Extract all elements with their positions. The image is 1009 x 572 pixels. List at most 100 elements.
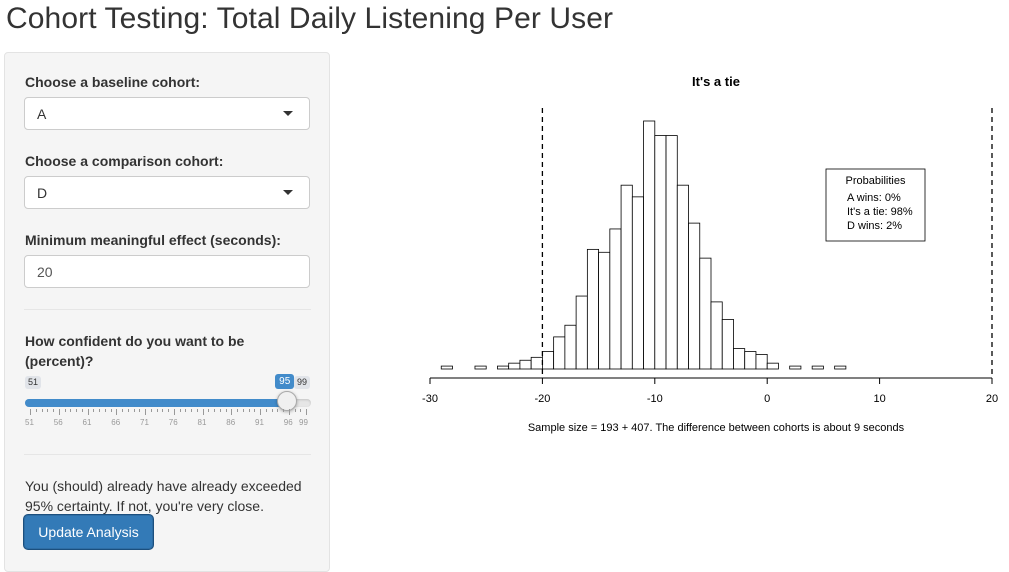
slider-minor-tick <box>265 409 267 412</box>
histogram-bar <box>665 135 678 370</box>
x-tick-label: 10 <box>873 393 885 405</box>
slider-minor-tick <box>277 409 279 412</box>
slider-minor-tick <box>294 409 296 412</box>
slider-minor-tick <box>214 409 215 412</box>
chevron-down-icon <box>283 111 293 116</box>
histogram-bar <box>699 257 712 370</box>
histogram-bar <box>834 365 847 370</box>
histogram-bar <box>744 351 757 370</box>
comparison-cohort-select[interactable]: D <box>24 176 310 209</box>
status-message: You (should) already have already exceed… <box>25 478 302 514</box>
slider-grid-label: 96 <box>283 418 293 427</box>
slider-minor-tick <box>70 409 72 412</box>
x-tick-label: 20 <box>986 393 998 405</box>
slider-minor-tick <box>104 409 106 412</box>
slider-major-tick <box>145 409 146 415</box>
min-effect-label: Minimum meaningful effect (seconds): <box>25 232 281 248</box>
slider-grid-label: 99 <box>299 418 308 427</box>
legend-title: Probabilities <box>846 175 906 187</box>
slider-grid-label: 61 <box>82 418 92 427</box>
page-title: Cohort Testing: Total Daily Listening Pe… <box>6 2 614 35</box>
histogram-bars <box>440 120 847 370</box>
slider-major-tick <box>173 409 175 415</box>
histogram-bar <box>575 295 588 370</box>
histogram-bar <box>721 318 734 370</box>
comparison-cohort-label: Choose a comparison cohort: <box>25 153 224 169</box>
x-tick-label: -20 <box>534 393 550 405</box>
legend: Probabilities A wins: 0% It's a tie: 98% D … <box>825 168 926 242</box>
slider-minor-tick <box>168 409 169 412</box>
update-analysis-button[interactable]: Update Analysis <box>24 515 153 549</box>
slider-min-badge: 51 <box>25 376 42 389</box>
x-tick-label: -30 <box>422 393 438 405</box>
histogram-bar <box>474 365 487 370</box>
slider-minor-tick <box>156 409 158 412</box>
comparison-cohort-value: D <box>37 185 48 201</box>
histogram-bar <box>564 324 577 370</box>
histogram-bar <box>497 365 510 370</box>
slider-minor-tick <box>191 409 192 412</box>
slider-minor-tick <box>133 409 135 412</box>
slider-minor-tick <box>150 409 152 412</box>
slider-minor-tick <box>196 409 198 412</box>
x-axis: -30 -20 -10 0 10 20 <box>422 377 998 405</box>
slider-minor-tick <box>248 409 250 412</box>
slider-minor-tick <box>64 409 66 412</box>
x-tick-label: -10 <box>647 393 663 405</box>
slider-grid-label: 86 <box>226 418 236 427</box>
baseline-cohort-select[interactable]: A <box>24 97 310 130</box>
histogram-bar <box>631 196 644 370</box>
slider-major-tick <box>288 409 290 415</box>
histogram-bar <box>789 365 802 370</box>
slider-minor-tick <box>254 409 256 412</box>
histogram-bar <box>733 348 746 370</box>
slider-major-tick <box>87 409 89 415</box>
histogram-bar <box>710 301 723 370</box>
slider-minor-tick <box>127 409 129 412</box>
slider-value-badge: 95 <box>275 374 295 389</box>
divider <box>24 309 311 310</box>
x-axis-label: Sample size = 193 + 407. The difference … <box>528 422 905 434</box>
slider-minor-tick <box>139 409 141 412</box>
histogram-bar <box>440 365 453 370</box>
histogram-bar <box>811 365 824 370</box>
histogram-bar <box>620 184 633 370</box>
min-effect-input[interactable] <box>24 255 310 288</box>
slider-minor-tick <box>225 409 227 412</box>
histogram-bar <box>530 356 543 370</box>
slider-grid-label: 51 <box>25 418 34 427</box>
slider-minor-tick <box>162 409 164 412</box>
slider-minor-tick <box>35 409 37 412</box>
legend-entry: A wins: 0% <box>847 192 901 204</box>
slider-major-tick <box>260 409 261 415</box>
legend-entry: D wins: 2% <box>847 220 902 232</box>
histogram-bar <box>541 351 555 370</box>
baseline-cohort-value: A <box>37 106 47 122</box>
confidence-slider-fill <box>25 399 288 407</box>
histogram-bar <box>766 362 779 370</box>
histogram-bar <box>586 248 600 370</box>
slider-major-tick <box>231 409 233 415</box>
slider-grid-label: 91 <box>255 418 264 427</box>
chart-title: It's a tie <box>692 74 740 89</box>
confidence-label: How confident do you want to be (percent… <box>25 333 245 369</box>
histogram-bar <box>508 362 521 370</box>
slider-minor-tick <box>110 409 112 412</box>
legend-box <box>825 168 926 242</box>
slider-minor-tick <box>99 409 100 412</box>
histogram-chart: It's a tie -30 -20 -10 0 10 20 Sample size = … <box>422 74 998 434</box>
slider-major-tick <box>306 409 307 415</box>
slider-minor-tick <box>271 409 273 412</box>
slider-major-tick <box>116 409 118 415</box>
legend-entry: It's a tie: 98% <box>847 206 913 218</box>
slider-grid-label: 81 <box>197 418 207 427</box>
slider-minor-tick <box>185 409 187 412</box>
sidebar-panel: Choose a baseline cohort: A Choose a com… <box>4 52 330 572</box>
x-tick-label: 0 <box>764 393 770 405</box>
slider-grid-label: 66 <box>111 418 121 427</box>
confidence-slider-handle[interactable] <box>277 391 298 411</box>
slider-minor-tick <box>76 409 77 412</box>
slider-minor-tick <box>41 409 43 412</box>
baseline-cohort-label: Choose a baseline cohort: <box>25 74 201 90</box>
histogram-bar <box>676 184 689 370</box>
